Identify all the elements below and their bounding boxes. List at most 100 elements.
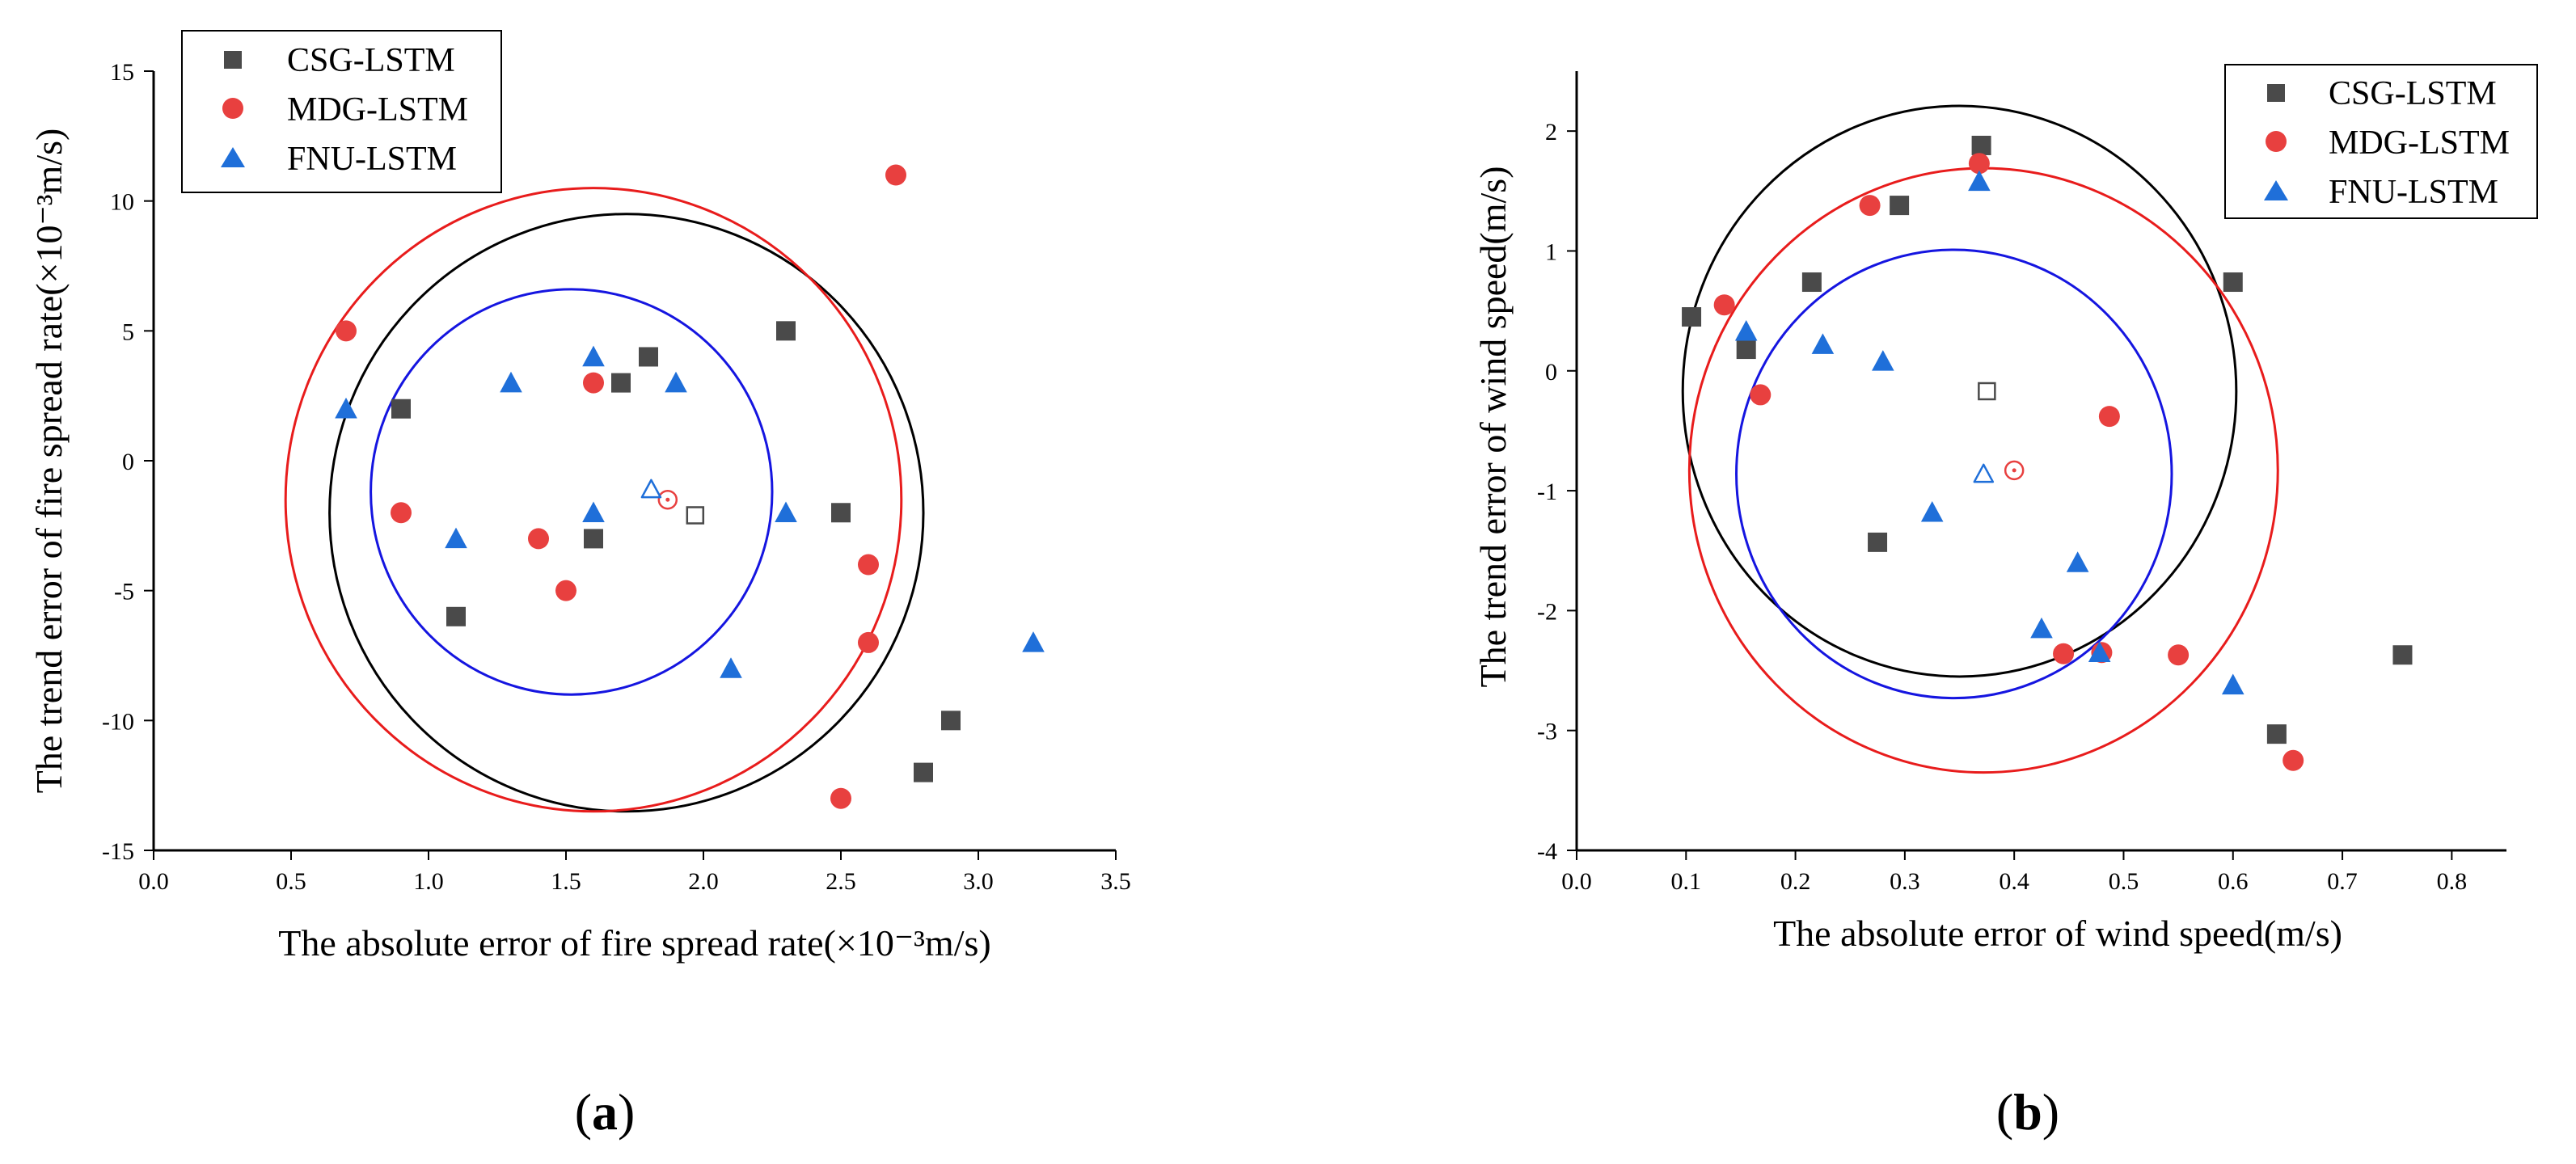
panel-a-legend: CSG-LSTM MDG-LSTM FNU-LSTM [181, 30, 502, 193]
panel-b-y-tick-label: 0 [1545, 359, 1557, 386]
panel-a-y-tick-label: 10 [110, 189, 134, 216]
panel-b-x-tick-label: 0.6 [2218, 868, 2249, 895]
panel-a-y-tick-label: -15 [102, 838, 134, 865]
panel-b-y-tick-label: -4 [1537, 838, 1557, 865]
panel-b-csg-point [1736, 340, 1756, 360]
panel-a-mdg-point-outer [555, 580, 576, 601]
panel-a-mdg-centroid [657, 489, 678, 510]
panel-a-x-tick-label: 0.5 [276, 868, 306, 895]
panel-b-fnu-point [2221, 673, 2244, 695]
panel-a-csg-point [611, 373, 631, 393]
panel-b-fnu-point [2088, 641, 2111, 663]
panel-b-x-tick-label: 0.5 [2109, 868, 2139, 895]
panel-a-mdg-point-outer [336, 320, 357, 342]
panel-a-mdg-point-outer [528, 528, 549, 550]
panel-a-ticks: 0.0 0.5 1.0 1.5 2.0 2.5 3.0 3.5 -15 -10 -5 0 5 10 15 [102, 59, 1131, 895]
legend-a-fnu-marker [221, 147, 245, 167]
panel-b-mdg-point-outer [1713, 294, 1735, 316]
panel-b-csg-point [1971, 135, 1991, 155]
legend-a-fnu-label: FNU-LSTM [287, 141, 457, 178]
panel-a-x-tick-label: 0.0 [138, 868, 169, 895]
panel-b: 0.0 0.1 0.2 0.3 0.4 0.5 0.6 0.7 0.8 -4 -3 -2 -1 0 1 2 T… [1472, 64, 2538, 1141]
panel-b-mdg-point-outer [2168, 644, 2190, 666]
panel-b-mdg-point-outer [1968, 153, 1990, 175]
panel-b-mdg-centroid-outer [2004, 460, 2025, 481]
panel-b-mdg-point [2283, 749, 2304, 771]
panel-b-mdg-centroid-dot [2012, 468, 2016, 473]
panel-a-fnu-point [445, 527, 467, 549]
panel-a-fnu-point [582, 345, 605, 367]
panel-a: 0.0 0.5 1.0 1.5 2.0 2.5 3.0 3.5 -15 -10 -5 0 5 10 15 T… [28, 30, 1131, 1141]
panel-b-fnu-point [1734, 320, 1758, 341]
panel-b-csg-point [2266, 724, 2287, 744]
panel-a-x-tick-label: 2.0 [688, 868, 719, 895]
panel-b-x-tick-label: 0.0 [1561, 868, 1592, 895]
panel-a-x-tick-label: 1.0 [413, 868, 444, 895]
legend-b-csg-label: CSG-LSTM [2329, 75, 2497, 112]
panel-a-y-tick-label: -5 [114, 579, 134, 605]
panel-b-fnu-point [2066, 551, 2089, 572]
panel-b-mdg-point [1750, 384, 1772, 406]
panel-a-circles [284, 187, 925, 813]
panel-a-fnu-centroid [640, 479, 662, 499]
panel-a-csg-point [639, 347, 658, 367]
panel-b-y-tick-label: 2 [1545, 119, 1557, 146]
panel-b-x-tick-label: 0.3 [1890, 868, 1920, 895]
panel-a-csg-point [446, 606, 466, 626]
panel-a-mdg-point [858, 631, 879, 653]
panel-b-mdg-point-outer [2053, 643, 2075, 664]
panel-a-mdg-point-outer [858, 631, 879, 653]
panel-b-mdg-point [1968, 153, 1990, 175]
panel-a-x-axis-title: The absolute error of fire spread rate(×… [278, 922, 990, 964]
panel-a-mdg-point-outer [858, 554, 879, 576]
legend-b-mdg-marker [2266, 131, 2287, 152]
panel-a-fnu-point [665, 371, 687, 393]
panel-b-mdg-point-outer [2098, 406, 2120, 428]
panel-a-mdg-point [336, 320, 357, 342]
panel-b-fnu-point [1872, 350, 1894, 371]
panel-a-csg-point [776, 321, 796, 341]
panel-b-y-axis-title: The trend error of wind speed(m/s) [1472, 166, 1514, 687]
panel-a-fnu-point [720, 657, 742, 678]
panel-b-axes [1575, 71, 2506, 852]
panel-b-x-tick-label: 0.8 [2437, 868, 2468, 895]
panel-a-fnu-point [775, 501, 797, 522]
panel-a-mdg-point [555, 580, 576, 601]
panel-b-y-tick-label: 1 [1545, 238, 1557, 265]
panel-a-mdg-point [830, 787, 851, 809]
panel-b-csg-point [1868, 532, 1888, 552]
panel-b-fnu-centroid [1973, 463, 1995, 483]
panel-b-label: (b) [1996, 1083, 2059, 1141]
panel-a-y-tick-label: 0 [122, 449, 134, 475]
panel-a-mdg-point-outer [830, 787, 851, 809]
panel-b-mdg-point-outer [1750, 384, 1772, 406]
panel-b-mdg-point-outer [2283, 749, 2304, 771]
panel-b-csg-point [2392, 645, 2413, 665]
panel-a-csg-point [391, 399, 411, 419]
legend-a-mdg-label: MDG-LSTM [287, 91, 468, 129]
legend-b-fnu-label: FNU-LSTM [2329, 174, 2498, 211]
panel-b-x-tick-label: 0.1 [1671, 868, 1702, 895]
legend-b-fnu-marker [2264, 180, 2288, 200]
panel-b-ticks: 0.0 0.1 0.2 0.3 0.4 0.5 0.6 0.7 0.8 -4 -3 -2 -1 0 1 2 [1537, 119, 2467, 895]
panel-a-csg-circle [328, 213, 925, 813]
legend-b-mdg-label: MDG-LSTM [2329, 124, 2510, 162]
panel-a-mdg-centroid-outer [657, 489, 678, 510]
panel-b-y-tick-label: -2 [1537, 598, 1557, 625]
panel-a-mdg-point [528, 528, 549, 550]
panel-a-x-tick-label: 3.5 [1100, 868, 1131, 895]
legend-a-csg-marker [224, 51, 242, 69]
panel-a-mdg-centroid-dot [665, 497, 670, 502]
panel-b-legend: CSG-LSTM MDG-LSTM FNU-LSTM [2224, 64, 2538, 219]
panel-a-csg-point [914, 762, 933, 782]
panel-b-mdg-point [1713, 294, 1735, 316]
panel-a-y-tick-label: 15 [110, 59, 134, 86]
panel-b-x-tick-label: 0.4 [1999, 868, 2029, 895]
panel-b-csg-point [1890, 196, 1910, 216]
panel-a-mdg-point [583, 372, 604, 394]
panel-a-fnu-point [335, 397, 357, 419]
panel-a-y-tick-label: -10 [102, 708, 134, 735]
legend-a-mdg-marker [222, 98, 243, 119]
panel-b-csg-centroid [1978, 382, 1996, 401]
panel-a-csg-point [584, 529, 603, 549]
